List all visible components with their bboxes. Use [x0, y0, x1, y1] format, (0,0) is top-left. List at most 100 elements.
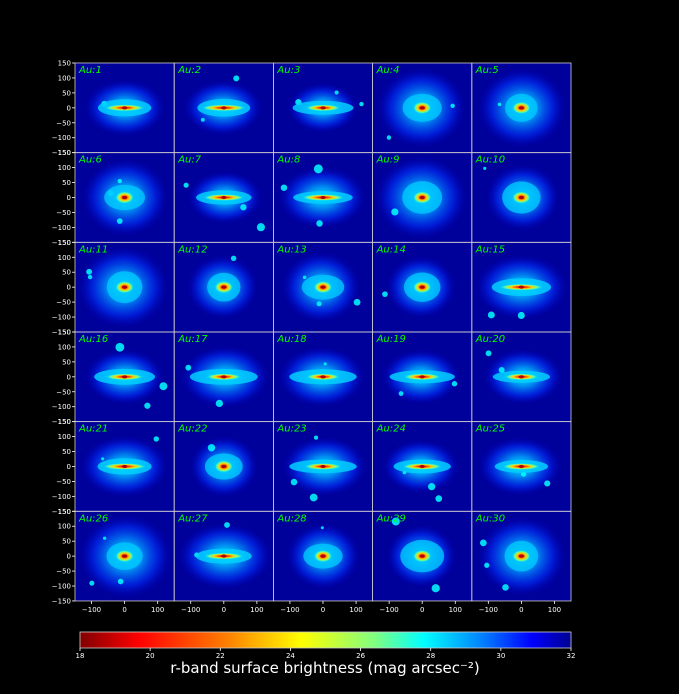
y-tick-label: 0	[67, 463, 71, 471]
panel-28	[273, 511, 373, 601]
y-tick-label: 100	[58, 523, 71, 531]
y-tick-label: −50	[56, 209, 71, 217]
satellite	[230, 255, 237, 262]
y-tick-label: −50	[56, 478, 71, 486]
satellite	[485, 350, 492, 357]
panel-5	[471, 63, 571, 153]
x-tick-label: −100	[82, 606, 101, 614]
nucleus	[221, 464, 227, 469]
panel-18	[273, 331, 373, 422]
panel-14	[372, 242, 472, 332]
y-tick-label: 50	[62, 448, 71, 456]
nucleus	[122, 106, 128, 110]
panel-25	[471, 421, 571, 512]
satellite	[487, 311, 495, 319]
panel-6	[75, 152, 175, 243]
y-tick-label: −150	[52, 597, 71, 605]
satellite	[233, 75, 240, 82]
panel-border	[471, 510, 572, 602]
y-tick-label: −150	[52, 239, 71, 247]
nucleus	[221, 195, 227, 200]
satellite	[391, 517, 400, 526]
nucleus	[320, 195, 326, 200]
x-tick-label: 0	[122, 606, 126, 614]
y-tick-label: −100	[52, 493, 71, 501]
y-tick-label: 100	[58, 433, 71, 441]
nucleus	[419, 195, 425, 200]
panel-label: Au:22	[177, 424, 207, 435]
nucleus	[122, 554, 128, 558]
y-tick-label: −50	[56, 299, 71, 307]
panel-label: Au:4	[376, 65, 400, 76]
satellite	[313, 164, 323, 174]
y-tick-label: 150	[58, 149, 71, 157]
satellite	[435, 495, 443, 502]
y-tick-label: −150	[52, 508, 71, 516]
panel-label: Au:20	[475, 334, 505, 345]
satellite	[87, 274, 93, 280]
y-tick-label: 50	[62, 538, 71, 546]
colorbar-tick-label: 18	[76, 652, 85, 660]
nucleus	[419, 464, 425, 469]
y-tick-label: 0	[67, 553, 71, 561]
panel-15	[471, 242, 571, 332]
nucleus	[320, 375, 326, 379]
nucleus	[320, 285, 326, 289]
panel-grid	[75, 63, 571, 601]
satellite	[117, 578, 124, 585]
panel-label: Au:19	[376, 334, 406, 345]
colorbar-tick-label: 26	[356, 652, 365, 660]
panel-label: Au:6	[78, 155, 102, 166]
panel-2	[174, 63, 274, 153]
y-tick-label: −50	[56, 568, 71, 576]
panel-9	[372, 152, 472, 243]
panel-10	[471, 152, 571, 243]
nucleus	[518, 106, 525, 110]
y-tick-label: 150	[58, 418, 71, 426]
satellite	[428, 483, 436, 491]
satellite	[359, 101, 364, 107]
satellite	[391, 208, 399, 216]
panel-label: Au:3	[276, 65, 300, 76]
satellite	[215, 399, 224, 408]
nucleus	[122, 375, 128, 379]
panel-1	[75, 63, 175, 153]
y-tick-label: 50	[62, 269, 71, 277]
panel-22	[174, 421, 274, 512]
satellite	[517, 311, 525, 319]
nucleus	[518, 554, 525, 558]
y-tick-label: −100	[52, 583, 71, 591]
y-tick-label: 100	[58, 254, 71, 262]
y-tick-label: 0	[67, 194, 71, 202]
panel-23	[273, 421, 373, 512]
satellite	[280, 184, 288, 191]
panel-27	[174, 511, 274, 601]
satellite	[159, 382, 168, 391]
panel-label: Au:23	[276, 424, 306, 435]
x-tick-label: 0	[420, 606, 424, 614]
satellite	[89, 580, 95, 586]
nucleus	[320, 554, 326, 558]
panel-label: Au:2	[177, 65, 201, 76]
y-tick-label: −100	[52, 314, 71, 322]
satellite	[256, 223, 265, 232]
y-tick-label: −50	[56, 388, 71, 396]
y-tick-label: 150	[58, 508, 71, 516]
panel-7	[174, 152, 274, 243]
x-tick-label: 100	[349, 606, 362, 614]
colorbar-tick-label: 24	[286, 652, 295, 660]
satellite	[334, 90, 339, 95]
satellite	[498, 366, 505, 374]
panel-21	[75, 421, 175, 512]
colorbar-tick-label: 20	[146, 652, 155, 660]
satellite	[320, 526, 324, 530]
nucleus	[122, 464, 128, 469]
colorbar-label: r-band surface brightness (mag arcsec⁻²)	[170, 659, 480, 677]
nucleus	[221, 106, 227, 110]
panel-label: Au:8	[276, 155, 300, 166]
panel-label: Au:12	[177, 244, 207, 255]
nucleus	[221, 554, 227, 558]
panel-label: Au:28	[276, 513, 306, 524]
y-tick-label: −150	[52, 328, 71, 336]
panel-12	[174, 242, 274, 332]
